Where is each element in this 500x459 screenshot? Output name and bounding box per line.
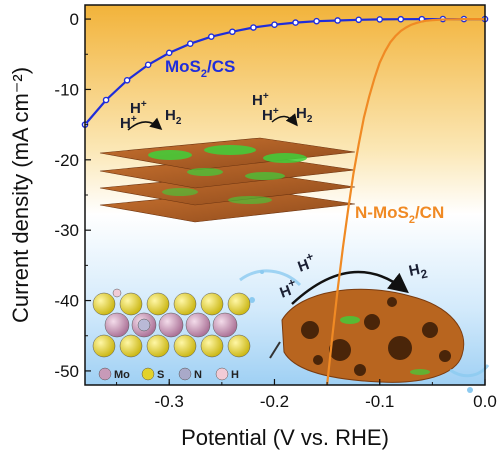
series-point-0-14 bbox=[376, 16, 384, 23]
x-tick-label-0: -0.3 bbox=[155, 392, 184, 411]
molybdenum-atom bbox=[185, 312, 211, 338]
sulfur-atom bbox=[146, 292, 170, 316]
series-point-0-15 bbox=[397, 15, 405, 23]
h-plus-label-5: H+ bbox=[294, 249, 318, 276]
molybdenum-atom bbox=[212, 312, 238, 338]
sulfur-atom bbox=[119, 292, 143, 316]
porous-carbon-network-illustration bbox=[239, 269, 490, 393]
x-tick-label-3: 0.0 bbox=[473, 392, 497, 411]
series-line-0 bbox=[84, 18, 485, 126]
atom-legend-label-n: N bbox=[194, 369, 202, 381]
series-point-0-4 bbox=[165, 49, 173, 57]
carbon-sheet-stack-illustration bbox=[99, 137, 356, 223]
series-point-0-5 bbox=[186, 40, 194, 48]
y-tick-label-1: -10 bbox=[54, 80, 79, 99]
mos2-crystal-structure-model bbox=[92, 288, 251, 358]
h2-label-2: H2 bbox=[296, 105, 313, 125]
series-point-0-13 bbox=[355, 16, 362, 24]
series-point-0-8 bbox=[250, 24, 257, 31]
atom-legend-swatch-h bbox=[215, 367, 229, 381]
molybdenum-atom bbox=[104, 312, 130, 338]
series-point-0-12 bbox=[334, 17, 341, 24]
sulfur-atom bbox=[173, 334, 197, 358]
h-plus-label-1: H+ bbox=[120, 114, 137, 132]
molybdenum-atom bbox=[158, 312, 184, 338]
atom-legend-label-h: H bbox=[231, 369, 239, 381]
axes-layer: -0.3 -0.2 -0.1 0.0 0 -10 -20 -30 -40 -50 bbox=[54, 10, 496, 411]
atom-legend-swatch-s bbox=[141, 367, 155, 381]
y-tick-label-0: 0 bbox=[70, 10, 79, 29]
atom-legend-label-mo: Mo bbox=[114, 369, 130, 381]
y-tick-label-2: -20 bbox=[54, 151, 79, 170]
series-point-0-6 bbox=[208, 33, 215, 40]
h2-label-1: H2 bbox=[165, 107, 182, 127]
series-point-0-10 bbox=[292, 19, 299, 26]
y-tick-label-4: -40 bbox=[54, 292, 79, 311]
hydrogen-atom bbox=[112, 288, 122, 298]
sulfur-atom bbox=[200, 334, 224, 358]
atom-legend-label-s: S bbox=[157, 369, 164, 381]
reaction-arrow-right bbox=[271, 113, 298, 127]
sulfur-atom bbox=[146, 334, 170, 358]
series-point-0-2 bbox=[123, 76, 131, 84]
x-tick-label-1: -0.2 bbox=[260, 392, 289, 411]
h-plus-label-2: H+ bbox=[130, 99, 147, 117]
reaction-arrow-left bbox=[127, 117, 163, 131]
sulfur-atom bbox=[227, 292, 251, 316]
x-tick-label-2: -0.1 bbox=[365, 392, 394, 411]
h-plus-label-4: H+ bbox=[262, 106, 279, 124]
x-axis-title: Potential (V vs. RHE) bbox=[181, 425, 389, 450]
h-plus-label-6: H+ bbox=[276, 275, 300, 302]
sulfur-atom bbox=[92, 334, 116, 358]
sulfur-atom bbox=[200, 292, 224, 316]
atom-legend-swatch-mo bbox=[98, 367, 112, 381]
h2-label-3: H2 bbox=[407, 260, 429, 284]
h-plus-label-3: H+ bbox=[252, 91, 269, 109]
series-label-mos2-cs: MoS2/CS bbox=[165, 57, 235, 80]
series-point-0-1 bbox=[102, 96, 110, 104]
series-line-1 bbox=[326, 18, 485, 386]
series-point-0-11 bbox=[313, 17, 320, 25]
series-label-n-mos2-cn: N-MoS2/CN bbox=[355, 203, 444, 226]
sulfur-atom bbox=[119, 334, 143, 358]
series-point-0-7 bbox=[229, 28, 236, 36]
series-point-0-9 bbox=[271, 21, 278, 29]
y-tick-label-5: -50 bbox=[54, 362, 79, 381]
sulfur-atom bbox=[173, 292, 197, 316]
nitrogen-atom bbox=[137, 318, 151, 332]
atom-legend: Mo S N H bbox=[98, 367, 239, 381]
series-point-0-3 bbox=[144, 61, 152, 69]
atom-legend-swatch-n bbox=[178, 367, 192, 381]
y-tick-label-3: -30 bbox=[54, 221, 79, 240]
sulfur-atom bbox=[92, 292, 116, 316]
y-axis-title: Current density (mA cm⁻²) bbox=[8, 67, 33, 323]
series-layer bbox=[81, 15, 489, 386]
sulfur-atom bbox=[227, 334, 251, 358]
